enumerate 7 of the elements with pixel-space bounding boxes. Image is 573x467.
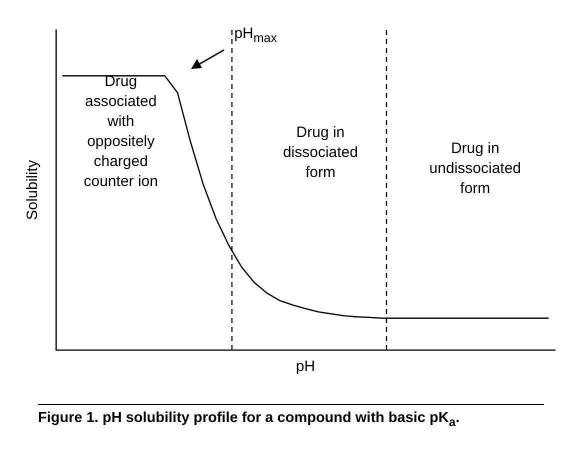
annotation: Drug in dissociated form: [282, 123, 358, 184]
text: pH$_{max}$: [234, 24, 277, 48]
x-axis-title: pH: [296, 358, 316, 376]
annotation: Drug in undissociated form: [429, 139, 522, 200]
annotation: Drug associated with oppositely charged counter ion: [84, 72, 158, 192]
y-axis-title: Solubility: [24, 159, 42, 220]
caption: Figure 1. pH solubility profile for a compound with basic pK$_{a}$.: [38, 410, 460, 429]
